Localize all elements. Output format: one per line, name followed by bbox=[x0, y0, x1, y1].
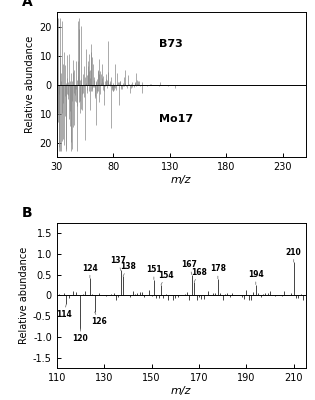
Text: A: A bbox=[22, 0, 33, 9]
Text: 154: 154 bbox=[158, 270, 174, 285]
Text: 114: 114 bbox=[56, 304, 72, 319]
X-axis label: m/z: m/z bbox=[171, 175, 192, 185]
Text: B73: B73 bbox=[158, 39, 182, 49]
Text: 124: 124 bbox=[82, 264, 98, 278]
Text: 178: 178 bbox=[210, 264, 226, 279]
Text: 138: 138 bbox=[120, 262, 136, 276]
Text: 151: 151 bbox=[146, 265, 162, 280]
Text: 126: 126 bbox=[91, 312, 107, 326]
Text: Mo17: Mo17 bbox=[158, 114, 193, 124]
Y-axis label: Relative abundance: Relative abundance bbox=[25, 36, 35, 133]
Text: 137: 137 bbox=[110, 256, 126, 270]
Y-axis label: Relative abundance: Relative abundance bbox=[19, 247, 29, 344]
Text: 120: 120 bbox=[72, 328, 88, 343]
Text: 210: 210 bbox=[286, 248, 301, 262]
Text: 167: 167 bbox=[181, 260, 198, 274]
Text: B: B bbox=[22, 206, 32, 220]
X-axis label: m/z: m/z bbox=[171, 386, 192, 396]
Text: 194: 194 bbox=[248, 270, 264, 284]
Text: 168: 168 bbox=[191, 268, 207, 282]
